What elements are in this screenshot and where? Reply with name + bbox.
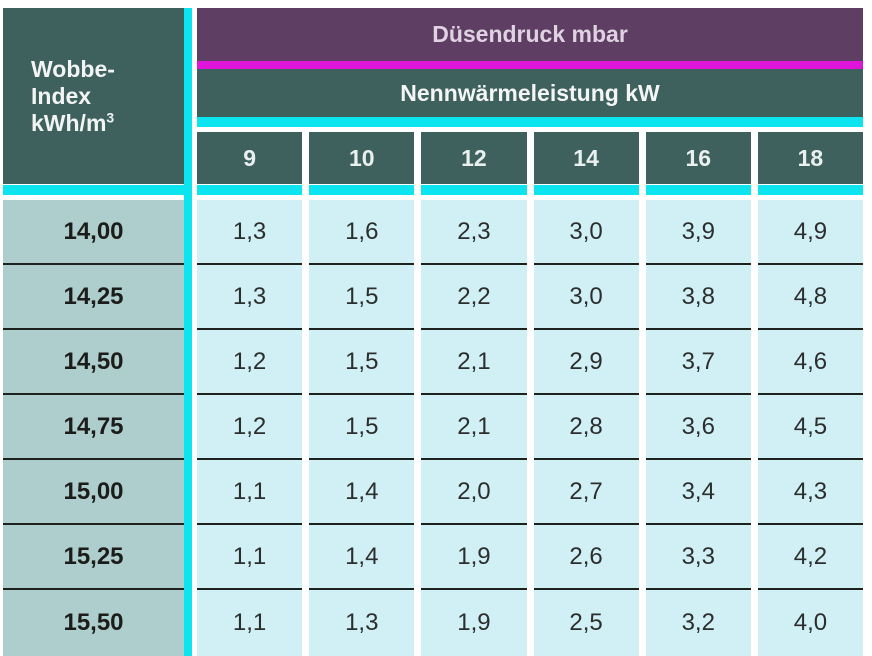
wobbe-index-line2: Index xyxy=(31,82,92,109)
superscript-3: 3 xyxy=(106,108,115,125)
data-cell: 1,9 xyxy=(421,525,527,590)
data-cell: 3,8 xyxy=(645,265,751,330)
data-cell: 2,3 xyxy=(421,200,527,265)
column-header-block: Düsendruck mbar Nennwärmeleistung kW 9 10… xyxy=(197,8,864,195)
data-cell: 2,1 xyxy=(421,395,527,460)
data-grid: 1,3 1,3 1,2 1,2 1,1 1,1 1,1 1,6 1,5 1,5 1,5 1,4 1,4 1… xyxy=(197,200,863,656)
subgroup-header-nennwaermeleistung: Nennwärmeleistung kW xyxy=(197,69,863,117)
data-cell: 2,0 xyxy=(421,460,527,525)
cyan-underline-left xyxy=(3,185,184,195)
data-cell: 3,0 xyxy=(533,265,639,330)
column-header-value: 12 xyxy=(421,132,527,184)
row-label-column: 14,00 14,25 14,50 14,75 15,00 15,25 15,50 xyxy=(3,200,184,656)
magenta-divider-line xyxy=(197,61,863,69)
data-cell: 1,9 xyxy=(421,590,527,656)
data-cell: 3,9 xyxy=(645,200,751,265)
data-cell: 2,5 xyxy=(533,590,639,656)
data-column-10: 1,6 1,5 1,5 1,5 1,4 1,4 1,3 xyxy=(309,200,415,656)
data-cell: 2,6 xyxy=(533,525,639,590)
row-label-cell: 14,00 xyxy=(3,200,184,265)
data-cell: 4,3 xyxy=(757,460,863,525)
data-cell: 1,4 xyxy=(309,525,415,590)
data-cell: 4,2 xyxy=(757,525,863,590)
wobbe-index-header-cell: Wobbe- Index kWh/m3 xyxy=(3,8,184,184)
data-cell: 4,8 xyxy=(757,265,863,330)
cyan-underline-column xyxy=(309,185,415,195)
data-column-12: 2,3 2,2 2,1 2,1 2,0 1,9 1,9 xyxy=(421,200,527,656)
data-cell: 2,7 xyxy=(533,460,639,525)
column-header-9: 9 xyxy=(197,132,303,195)
row-label-cell: 15,25 xyxy=(3,525,184,590)
data-cell: 1,3 xyxy=(197,265,303,330)
data-column-16: 3,9 3,8 3,7 3,6 3,4 3,3 3,2 xyxy=(645,200,751,656)
cyan-vertical-divider xyxy=(184,8,192,656)
data-cell: 4,6 xyxy=(757,330,863,395)
data-column-18: 4,9 4,8 4,6 4,5 4,3 4,2 4,0 xyxy=(757,200,863,656)
data-cell: 1,4 xyxy=(309,460,415,525)
cyan-divider-line xyxy=(197,117,863,127)
data-cell: 1,5 xyxy=(309,330,415,395)
cyan-underline-column xyxy=(421,185,527,195)
data-cell: 2,8 xyxy=(533,395,639,460)
data-cell: 2,9 xyxy=(533,330,639,395)
row-label-cell: 14,25 xyxy=(3,265,184,330)
row-label-cell: 15,00 xyxy=(3,460,184,525)
data-cell: 3,0 xyxy=(533,200,639,265)
column-header-value: 10 xyxy=(309,132,415,184)
column-header-10: 10 xyxy=(309,132,415,195)
wobbe-index-line1: Wobbe- xyxy=(31,55,115,82)
data-cell: 1,2 xyxy=(197,395,303,460)
data-cell: 3,7 xyxy=(645,330,751,395)
data-cell: 2,1 xyxy=(421,330,527,395)
data-cell: 1,5 xyxy=(309,395,415,460)
data-cell: 1,1 xyxy=(197,590,303,656)
data-cell: 1,1 xyxy=(197,525,303,590)
data-cell: 1,3 xyxy=(197,200,303,265)
column-header-value: 14 xyxy=(533,132,639,184)
group-header-duesendruck: Düsendruck mbar xyxy=(197,8,863,61)
column-header-18: 18 xyxy=(757,132,864,195)
data-cell: 3,2 xyxy=(645,590,751,656)
row-label-cell: 14,50 xyxy=(3,330,184,395)
column-header-12: 12 xyxy=(421,132,527,195)
wobbe-index-line3: kWh/m3 xyxy=(31,108,115,136)
data-column-9: 1,3 1,3 1,2 1,2 1,1 1,1 1,1 xyxy=(197,200,303,656)
row-label-cell: 14,75 xyxy=(3,395,184,460)
data-cell: 4,9 xyxy=(757,200,863,265)
data-cell: 3,3 xyxy=(645,525,751,590)
cyan-underline-column xyxy=(533,185,639,195)
column-header-16: 16 xyxy=(645,132,751,195)
data-cell: 1,3 xyxy=(309,590,415,656)
data-cell: 3,6 xyxy=(645,395,751,460)
data-cell: 1,1 xyxy=(197,460,303,525)
column-header-14: 14 xyxy=(533,132,639,195)
data-cell: 1,5 xyxy=(309,265,415,330)
cyan-underline-column xyxy=(645,185,751,195)
data-cell: 3,4 xyxy=(645,460,751,525)
data-cell: 2,2 xyxy=(421,265,527,330)
cyan-underline-column xyxy=(197,185,303,195)
data-cell: 4,5 xyxy=(757,395,863,460)
cyan-underline-column xyxy=(757,185,864,195)
column-number-row: 9 10 12 14 16 18 xyxy=(197,132,864,195)
column-header-value: 18 xyxy=(757,132,864,184)
data-cell: 1,6 xyxy=(309,200,415,265)
column-header-value: 9 xyxy=(197,132,303,184)
column-header-value: 16 xyxy=(645,132,751,184)
data-cell: 4,0 xyxy=(757,590,863,656)
data-column-14: 3,0 3,0 2,9 2,8 2,7 2,6 2,5 xyxy=(533,200,639,656)
row-label-cell: 15,50 xyxy=(3,590,184,656)
data-cell: 1,2 xyxy=(197,330,303,395)
